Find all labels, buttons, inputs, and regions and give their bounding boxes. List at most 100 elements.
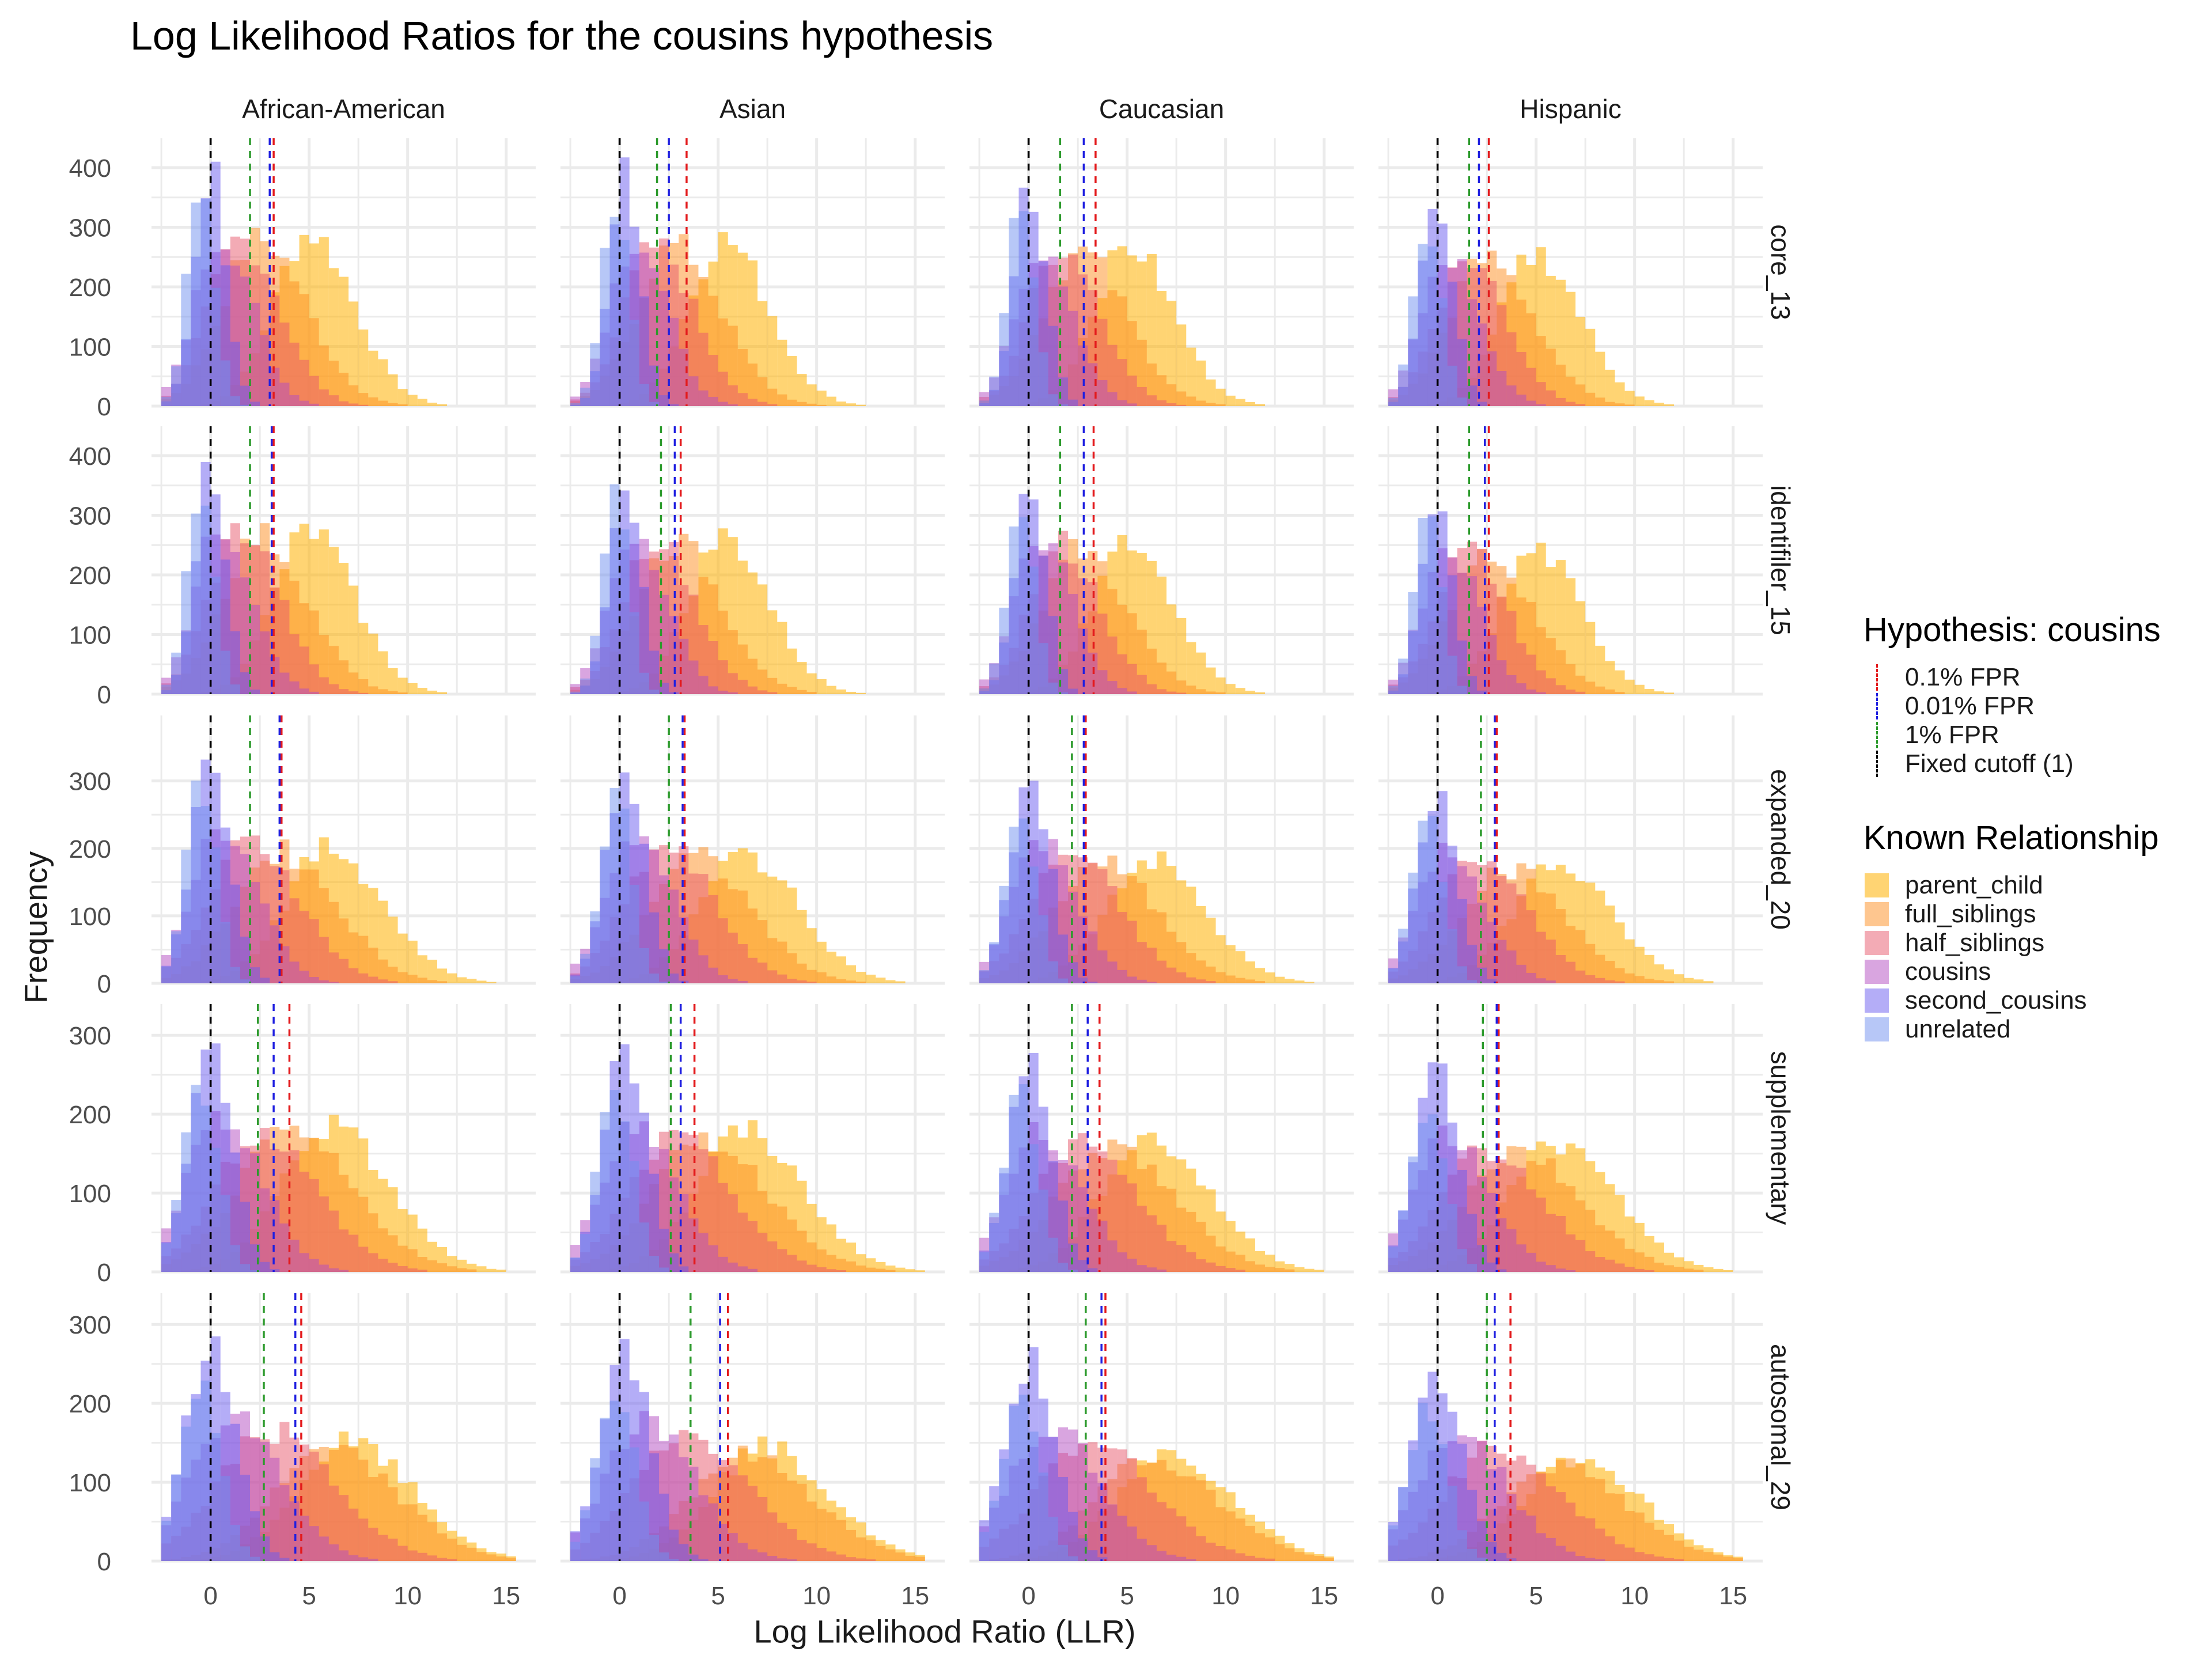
histogram-bar [1215,692,1226,694]
histogram-bar [999,1459,1009,1561]
histogram-bar [679,1544,689,1561]
legend-label: full_siblings [1905,900,2036,928]
legend-relationship-title: Known Relationship [1863,819,2159,857]
histogram-bar [1555,685,1566,694]
legend-item-full-siblings: full_siblings [1863,900,2209,929]
histogram-bar [989,1213,999,1272]
y-tick-label: 200 [69,835,111,863]
facet-column-label: Caucasian [1099,94,1224,124]
histogram-bar [191,513,201,694]
histogram-bar [349,403,359,406]
histogram-bar [1235,399,1245,406]
histogram-bar [747,1268,758,1272]
histogram-bar [1624,939,1635,983]
histogram-bar [826,1512,836,1561]
histogram-bar [250,302,260,406]
histogram-bar [1176,1516,1187,1561]
histogram-bar [1117,400,1127,406]
histogram-bar [787,979,797,983]
histogram-bar [1457,899,1467,983]
histogram-bar [1097,670,1108,694]
histogram-bar [319,1196,329,1272]
histogram-bar [1107,1504,1118,1561]
histogram-bar [358,1247,369,1272]
histogram-bar [1713,1268,1724,1272]
histogram-bar [191,1085,201,1272]
x-tick-label: 15 [901,1582,929,1610]
y-tick-label: 100 [69,334,111,362]
histogram-bar [437,981,448,983]
histogram-bar [1068,1556,1078,1561]
histogram-bar [279,1223,290,1272]
histogram-bar [1176,618,1187,694]
histogram-bar [1088,982,1098,983]
histogram-bar [1565,1234,1576,1272]
x-tick-label: 15 [1310,1582,1338,1610]
facet-row-label: expanded_20 [1766,769,1796,930]
histogram-bar [486,982,497,983]
legend-label: cousins [1905,957,1991,986]
histogram-bar [181,1132,191,1272]
histogram-bar [1624,1267,1635,1272]
histogram-bar [1255,1264,1266,1272]
histogram-bar [1388,685,1399,694]
legend-item-fpr-1: 1% FPR [1863,721,2209,749]
histogram-bar [437,1533,448,1561]
histogram-bar [1078,978,1088,983]
histogram-bar [1694,1550,1704,1561]
histogram-bar [1506,675,1517,694]
histogram-bar [787,356,797,406]
histogram-bar [171,931,181,983]
x-tick-label: 10 [802,1582,831,1610]
histogram-bar [240,979,251,983]
histogram-bar [1497,1552,1507,1561]
histogram-bar [338,1229,349,1272]
x-tick-label: 10 [1211,1582,1240,1610]
histogram-bar [407,940,418,983]
histogram-bar [836,1520,846,1561]
histogram-bar [1644,978,1654,983]
histogram-bar [1078,1187,1088,1272]
histogram-bar [427,960,437,983]
histogram-bar [816,1267,827,1272]
histogram-bar [1703,1552,1714,1561]
histogram-bar [1245,1555,1255,1561]
histogram-bar [1546,1214,1556,1272]
histogram-bar [619,1121,630,1272]
histogram-bar [250,605,260,694]
histogram-bar [457,1544,467,1561]
histogram-bar [1595,955,1605,983]
histogram-bar [609,1400,620,1561]
histogram-bar [590,343,600,406]
histogram-bar [220,1195,230,1272]
histogram-bar [806,1264,817,1272]
histogram-bar [856,692,866,694]
histogram-bar [787,399,797,406]
histogram-bar [1235,1518,1245,1561]
histogram-bar [639,1222,649,1272]
histogram-bar [1624,404,1635,406]
histogram-bar [1137,942,1147,983]
histogram-bar [378,651,388,694]
histogram-bar [747,1549,758,1561]
histogram-bar [200,806,211,983]
histogram-bar [1565,1270,1576,1272]
histogram-bar [1427,246,1438,406]
histogram-bar [1447,656,1457,694]
histogram-bar [1018,211,1029,406]
histogram-bar [1127,1259,1137,1272]
histogram-bar [427,980,437,983]
histogram-bar [649,1535,660,1561]
histogram-bar [1038,352,1048,406]
histogram-bar [1644,688,1654,694]
histogram-bar [260,335,270,406]
histogram-bar [1526,1189,1536,1272]
histogram-bar [407,1249,418,1272]
histogram-bar [230,1525,240,1561]
histogram-bar [467,979,477,983]
histogram-bar [639,1501,649,1561]
histogram-bar [747,399,758,406]
histogram-bar [1418,244,1428,406]
histogram-bar [1304,1554,1315,1561]
histogram-bar [1408,872,1418,983]
